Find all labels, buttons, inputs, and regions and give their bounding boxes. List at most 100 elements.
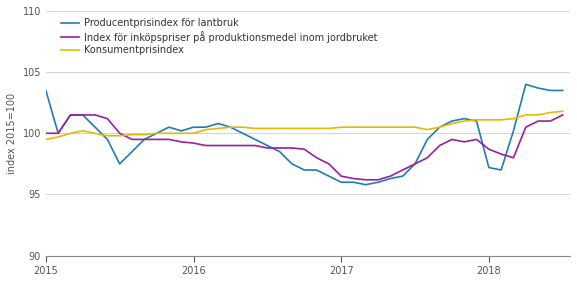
Index för inköpspriser på produktionsmedel inom jordbruket bbox=[424, 156, 431, 159]
Producentprisindex för lantbruk bbox=[547, 89, 554, 92]
Index för inköpspriser på produktionsmedel inom jordbruket bbox=[522, 125, 529, 129]
Konsumentprisindex bbox=[288, 127, 295, 130]
Index för inköpspriser på produktionsmedel inom jordbruket bbox=[67, 113, 74, 117]
Producentprisindex för lantbruk bbox=[374, 181, 381, 184]
Producentprisindex för lantbruk bbox=[67, 113, 74, 117]
Line: Konsumentprisindex: Konsumentprisindex bbox=[46, 111, 563, 140]
Index för inköpspriser på produktionsmedel inom jordbruket bbox=[535, 119, 542, 123]
Index för inköpspriser på produktionsmedel inom jordbruket bbox=[301, 147, 308, 151]
Konsumentprisindex bbox=[104, 134, 111, 138]
Producentprisindex för lantbruk bbox=[485, 166, 492, 169]
Producentprisindex för lantbruk bbox=[141, 138, 148, 141]
Y-axis label: index 2015=100: index 2015=100 bbox=[7, 93, 17, 174]
Index för inköpspriser på produktionsmedel inom jordbruket bbox=[448, 138, 455, 141]
Producentprisindex för lantbruk bbox=[535, 86, 542, 90]
Producentprisindex för lantbruk bbox=[79, 113, 86, 117]
Index för inköpspriser på produktionsmedel inom jordbruket bbox=[338, 174, 344, 178]
Producentprisindex för lantbruk bbox=[252, 138, 258, 141]
Producentprisindex för lantbruk bbox=[399, 174, 406, 178]
Index för inköpspriser på produktionsmedel inom jordbruket bbox=[288, 146, 295, 150]
Konsumentprisindex bbox=[559, 110, 566, 113]
Producentprisindex för lantbruk bbox=[448, 119, 455, 123]
Producentprisindex för lantbruk bbox=[362, 183, 369, 186]
Producentprisindex för lantbruk bbox=[338, 181, 344, 184]
Index för inköpspriser på produktionsmedel inom jordbruket bbox=[510, 156, 517, 159]
Index för inköpspriser på produktionsmedel inom jordbruket bbox=[227, 144, 234, 147]
Konsumentprisindex bbox=[203, 128, 209, 131]
Index för inköpspriser på produktionsmedel inom jordbruket bbox=[362, 178, 369, 181]
Producentprisindex för lantbruk bbox=[215, 122, 222, 125]
Index för inköpspriser på produktionsmedel inom jordbruket bbox=[92, 113, 99, 117]
Producentprisindex för lantbruk bbox=[55, 132, 62, 135]
Konsumentprisindex bbox=[252, 127, 258, 130]
Producentprisindex för lantbruk bbox=[325, 174, 332, 178]
Index för inköpspriser på produktionsmedel inom jordbruket bbox=[153, 138, 160, 141]
Konsumentprisindex bbox=[166, 132, 173, 135]
Producentprisindex för lantbruk bbox=[559, 89, 566, 92]
Line: Index för inköpspriser på produktionsmedel inom jordbruket: Index för inköpspriser på produktionsmed… bbox=[46, 115, 563, 180]
Index för inköpspriser på produktionsmedel inom jordbruket bbox=[166, 138, 173, 141]
Index för inköpspriser på produktionsmedel inom jordbruket bbox=[313, 156, 320, 159]
Konsumentprisindex bbox=[301, 127, 308, 130]
Producentprisindex för lantbruk bbox=[116, 162, 123, 166]
Konsumentprisindex bbox=[190, 132, 197, 135]
Index för inköpspriser på produktionsmedel inom jordbruket bbox=[215, 144, 222, 147]
Konsumentprisindex bbox=[498, 118, 505, 121]
Index för inköpspriser på produktionsmedel inom jordbruket bbox=[547, 119, 554, 123]
Konsumentprisindex bbox=[436, 125, 443, 129]
Producentprisindex för lantbruk bbox=[153, 132, 160, 135]
Konsumentprisindex bbox=[522, 113, 529, 117]
Index för inköpspriser på produktionsmedel inom jordbruket bbox=[42, 132, 49, 135]
Konsumentprisindex bbox=[547, 111, 554, 114]
Index för inköpspriser på produktionsmedel inom jordbruket bbox=[239, 144, 246, 147]
Index för inköpspriser på produktionsmedel inom jordbruket bbox=[129, 138, 136, 141]
Konsumentprisindex bbox=[510, 117, 517, 120]
Index för inköpspriser på produktionsmedel inom jordbruket bbox=[252, 144, 258, 147]
Producentprisindex för lantbruk bbox=[227, 125, 234, 129]
Producentprisindex för lantbruk bbox=[129, 150, 136, 153]
Producentprisindex för lantbruk bbox=[203, 125, 209, 129]
Producentprisindex för lantbruk bbox=[276, 150, 283, 153]
Index för inköpspriser på produktionsmedel inom jordbruket bbox=[203, 144, 209, 147]
Index för inköpspriser på produktionsmedel inom jordbruket bbox=[55, 132, 62, 135]
Index för inköpspriser på produktionsmedel inom jordbruket bbox=[190, 142, 197, 145]
Konsumentprisindex bbox=[42, 138, 49, 141]
Index för inköpspriser på produktionsmedel inom jordbruket bbox=[104, 117, 111, 120]
Line: Producentprisindex för lantbruk: Producentprisindex för lantbruk bbox=[46, 84, 563, 185]
Index för inköpspriser på produktionsmedel inom jordbruket bbox=[79, 113, 86, 117]
Producentprisindex för lantbruk bbox=[498, 168, 505, 172]
Producentprisindex för lantbruk bbox=[301, 168, 308, 172]
Konsumentprisindex bbox=[239, 125, 246, 129]
Konsumentprisindex bbox=[485, 118, 492, 121]
Index för inköpspriser på produktionsmedel inom jordbruket bbox=[485, 147, 492, 151]
Producentprisindex för lantbruk bbox=[239, 132, 246, 135]
Konsumentprisindex bbox=[79, 129, 86, 132]
Konsumentprisindex bbox=[215, 127, 222, 130]
Producentprisindex för lantbruk bbox=[264, 144, 271, 147]
Konsumentprisindex bbox=[313, 127, 320, 130]
Konsumentprisindex bbox=[374, 125, 381, 129]
Konsumentprisindex bbox=[399, 125, 406, 129]
Konsumentprisindex bbox=[129, 133, 136, 136]
Konsumentprisindex bbox=[350, 125, 357, 129]
Producentprisindex för lantbruk bbox=[387, 177, 394, 180]
Konsumentprisindex bbox=[535, 113, 542, 117]
Producentprisindex för lantbruk bbox=[436, 125, 443, 129]
Konsumentprisindex bbox=[411, 125, 418, 129]
Konsumentprisindex bbox=[141, 133, 148, 136]
Konsumentprisindex bbox=[473, 118, 480, 121]
Producentprisindex för lantbruk bbox=[166, 125, 173, 129]
Index för inköpspriser på produktionsmedel inom jordbruket bbox=[116, 132, 123, 135]
Konsumentprisindex bbox=[387, 125, 394, 129]
Konsumentprisindex bbox=[67, 132, 74, 135]
Konsumentprisindex bbox=[461, 119, 468, 123]
Index för inköpspriser på produktionsmedel inom jordbruket bbox=[473, 138, 480, 141]
Konsumentprisindex bbox=[153, 132, 160, 135]
Index för inköpspriser på produktionsmedel inom jordbruket bbox=[498, 152, 505, 156]
Konsumentprisindex bbox=[116, 134, 123, 138]
Konsumentprisindex bbox=[424, 128, 431, 131]
Konsumentprisindex bbox=[264, 127, 271, 130]
Producentprisindex för lantbruk bbox=[288, 162, 295, 166]
Producentprisindex för lantbruk bbox=[522, 83, 529, 86]
Konsumentprisindex bbox=[276, 127, 283, 130]
